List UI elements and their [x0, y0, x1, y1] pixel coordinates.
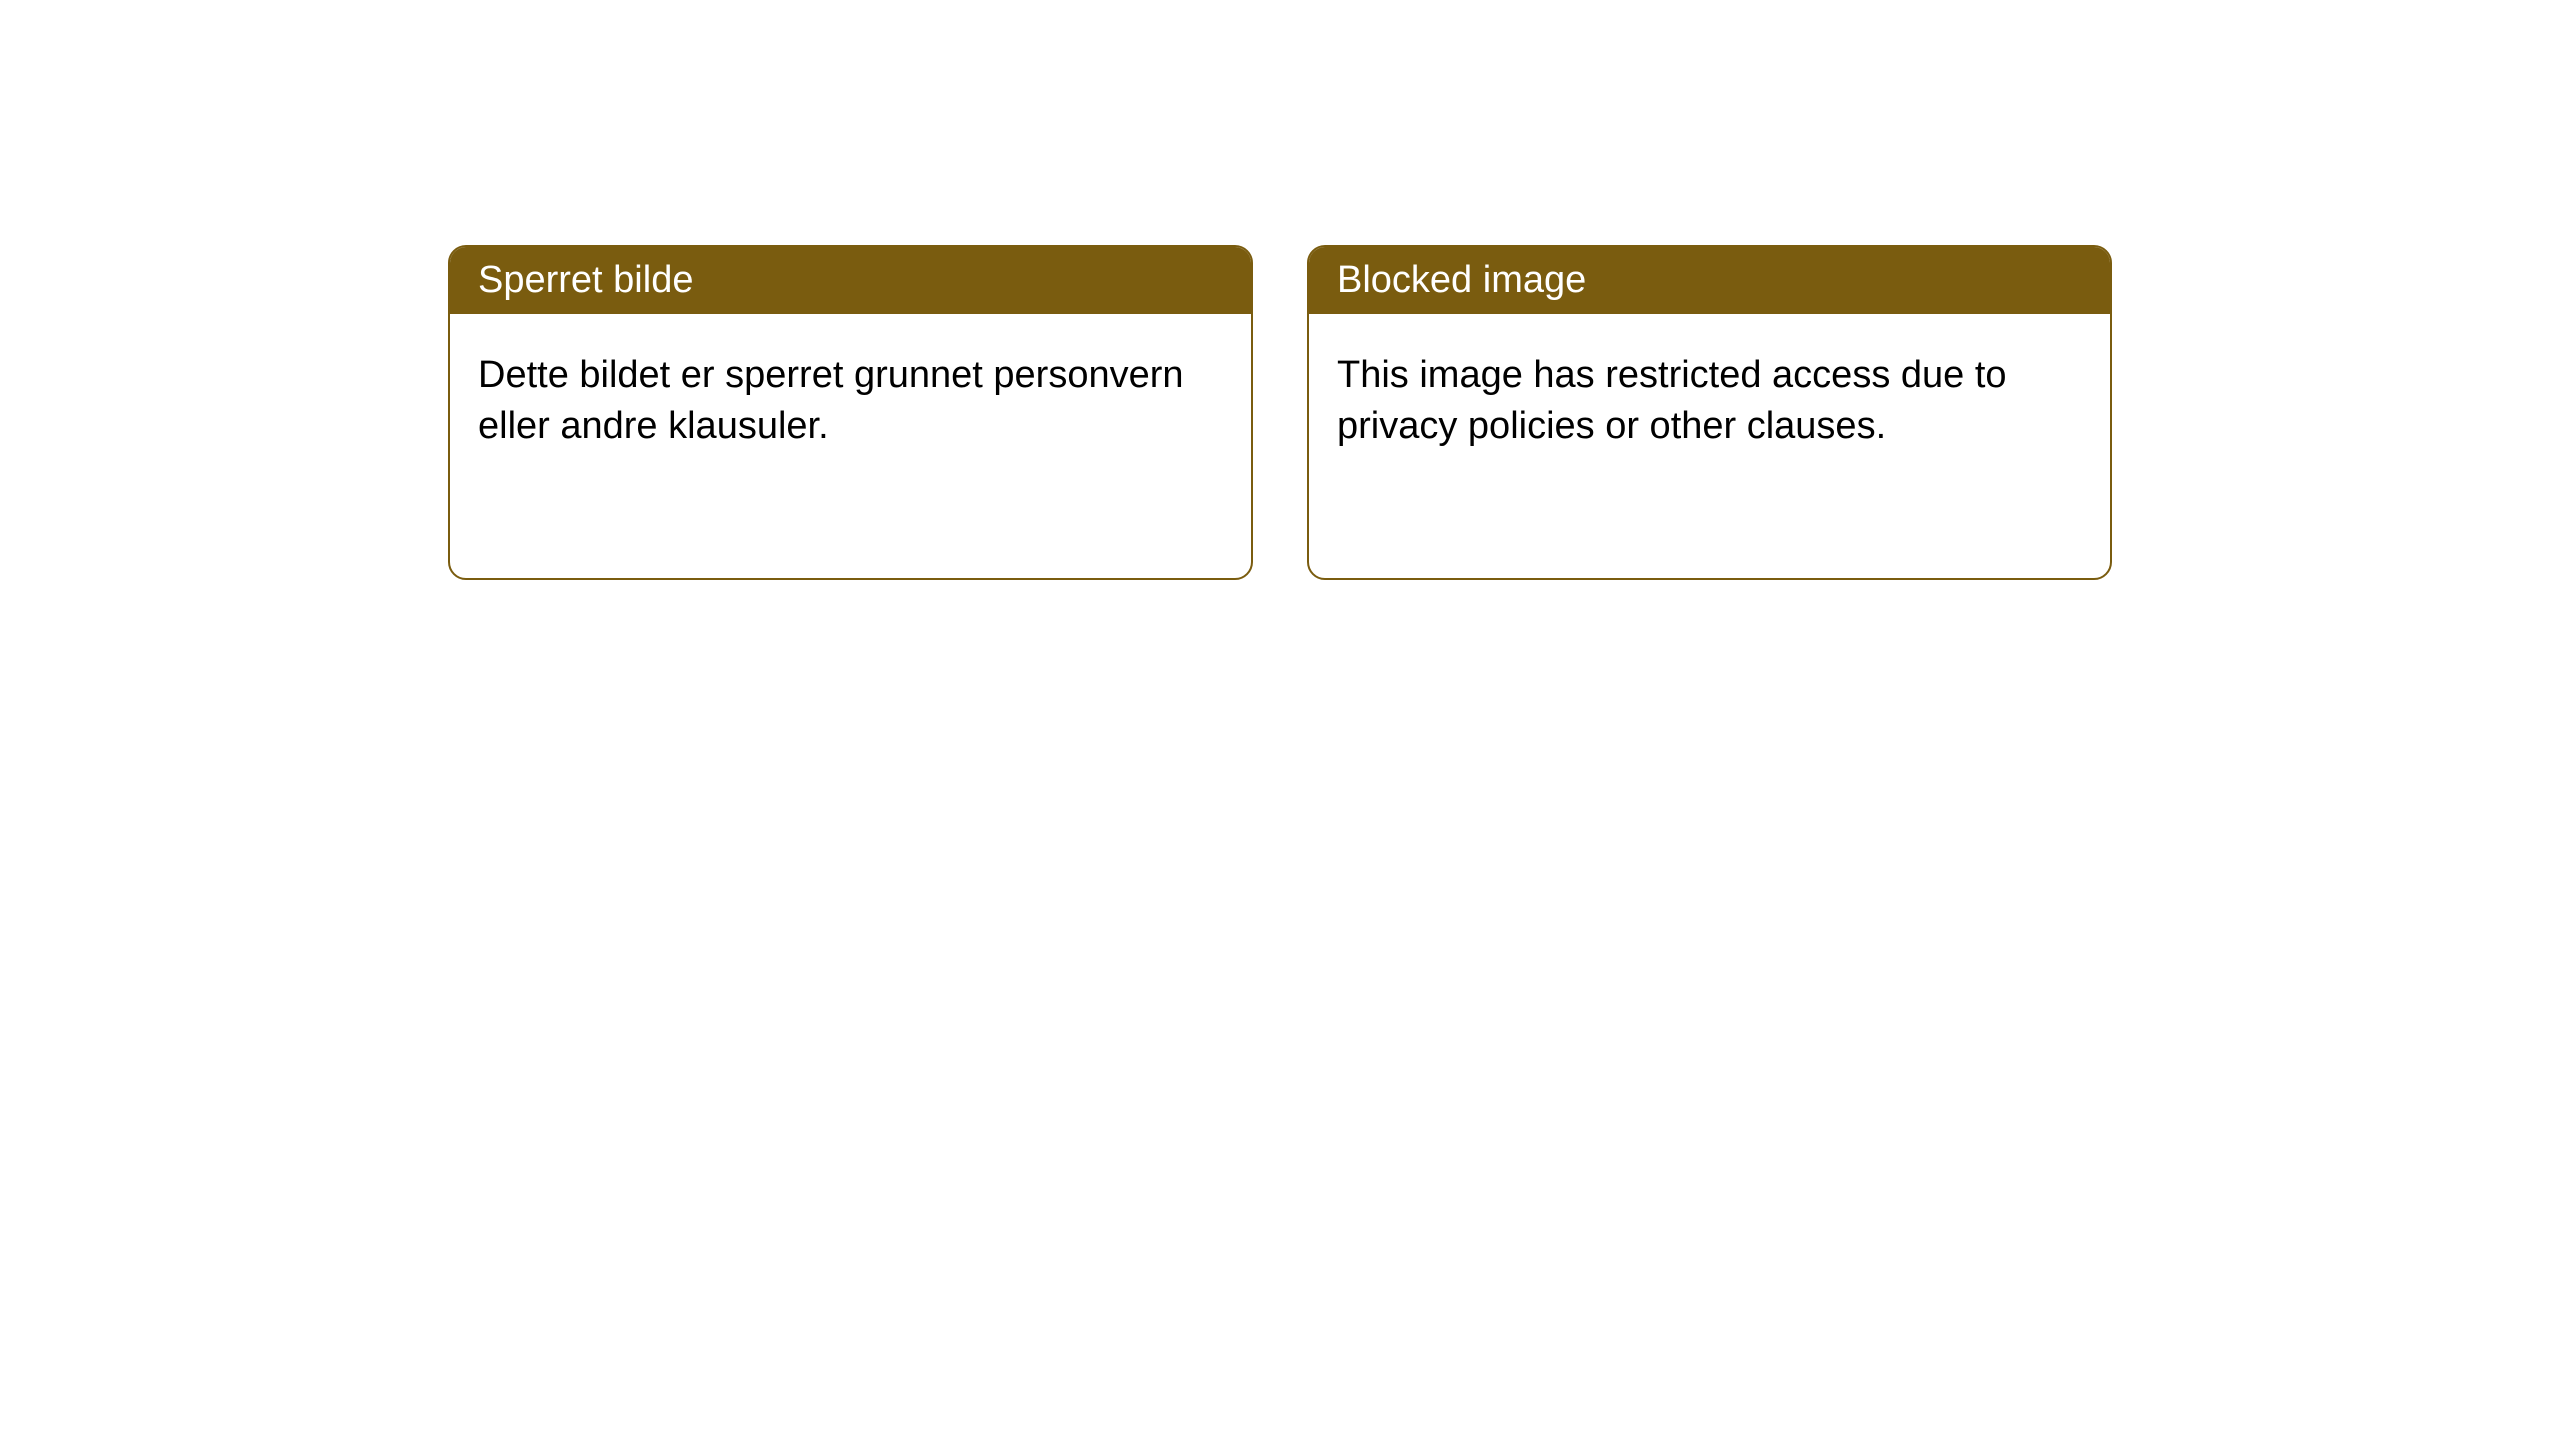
notice-body-text: This image has restricted access due to … [1337, 354, 2007, 447]
notice-card-english: Blocked image This image has restricted … [1307, 245, 2112, 580]
notice-title: Sperret bilde [478, 259, 693, 301]
notice-body: This image has restricted access due to … [1309, 314, 2110, 489]
notice-body-text: Dette bildet er sperret grunnet personve… [478, 354, 1184, 447]
notice-card-norwegian: Sperret bilde Dette bildet er sperret gr… [448, 245, 1253, 580]
notice-header: Blocked image [1309, 247, 2110, 314]
notice-header: Sperret bilde [450, 247, 1251, 314]
notice-title: Blocked image [1337, 259, 1586, 301]
notice-body: Dette bildet er sperret grunnet personve… [450, 314, 1251, 489]
notice-container: Sperret bilde Dette bildet er sperret gr… [0, 0, 2560, 580]
